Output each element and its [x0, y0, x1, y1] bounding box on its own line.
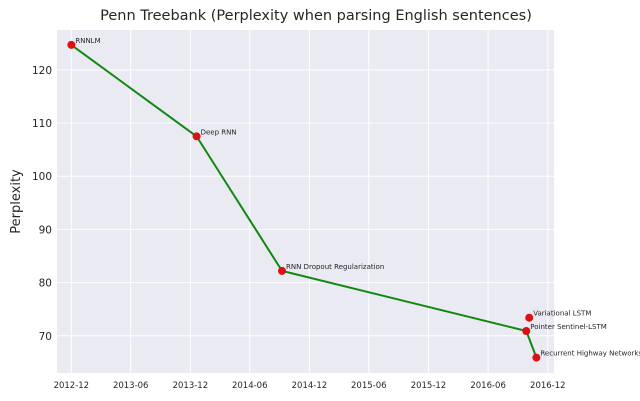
y-tick-label: 80	[39, 278, 52, 290]
x-tick-label: 2014-06	[232, 381, 268, 391]
data-point-label: RNN Dropout Regularization	[286, 263, 384, 271]
data-point-label: Recurrent Highway Networks	[540, 350, 640, 358]
data-point-marker	[532, 353, 541, 362]
point-labels: RNNLM Deep RNN RNN Dropout Regularization V…	[75, 37, 640, 358]
grid-lines	[57, 30, 554, 373]
y-axis-ticks: 70 80 90 100 110 120	[32, 65, 52, 343]
y-tick-label: 100	[32, 171, 52, 183]
y-tick-label: 90	[39, 224, 52, 236]
data-point-marker	[278, 266, 287, 275]
data-point-label: Pointer Sentinel-LSTM	[530, 323, 607, 331]
data-point-label: Deep RNN	[201, 128, 237, 136]
plot-area	[57, 30, 554, 373]
data-point-marker	[192, 132, 201, 141]
chart-title: Penn Treebank (Perplexity when parsing E…	[100, 8, 532, 24]
x-tick-label: 2013-12	[173, 381, 209, 391]
x-tick-label: 2012-12	[54, 381, 90, 391]
y-tick-label: 110	[32, 118, 52, 130]
data-point-label: Variational LSTM	[533, 310, 591, 318]
y-tick-label: 120	[32, 65, 52, 77]
data-point-marker	[522, 326, 531, 335]
x-tick-label: 2016-12	[530, 381, 566, 391]
x-tick-label: 2014-12	[292, 381, 328, 391]
x-tick-label: 2015-06	[351, 381, 387, 391]
y-axis-label: Perplexity	[9, 169, 24, 234]
x-tick-label: 2013-06	[113, 381, 149, 391]
x-tick-label: 2016-06	[470, 381, 506, 391]
data-point-marker	[67, 40, 76, 49]
data-points	[67, 40, 541, 362]
data-point-marker	[525, 313, 534, 322]
data-point-label: RNNLM	[75, 37, 100, 45]
y-tick-label: 70	[39, 331, 52, 343]
x-axis-ticks: 2012-12 2013-06 2013-12 2014-06 2014-12 2015-…	[54, 381, 566, 391]
x-tick-label: 2015-12	[411, 381, 447, 391]
